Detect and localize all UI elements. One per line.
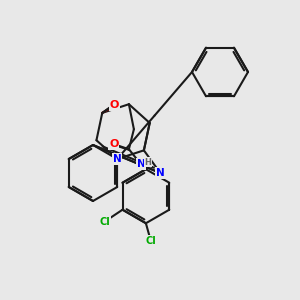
Text: Cl: Cl (99, 217, 110, 227)
Text: O: O (110, 100, 119, 110)
Text: N: N (136, 159, 145, 169)
Text: N: N (156, 168, 165, 178)
Text: O: O (109, 139, 119, 149)
Text: Cl: Cl (146, 236, 156, 246)
Text: H: H (145, 158, 151, 167)
Text: N: N (113, 154, 122, 164)
